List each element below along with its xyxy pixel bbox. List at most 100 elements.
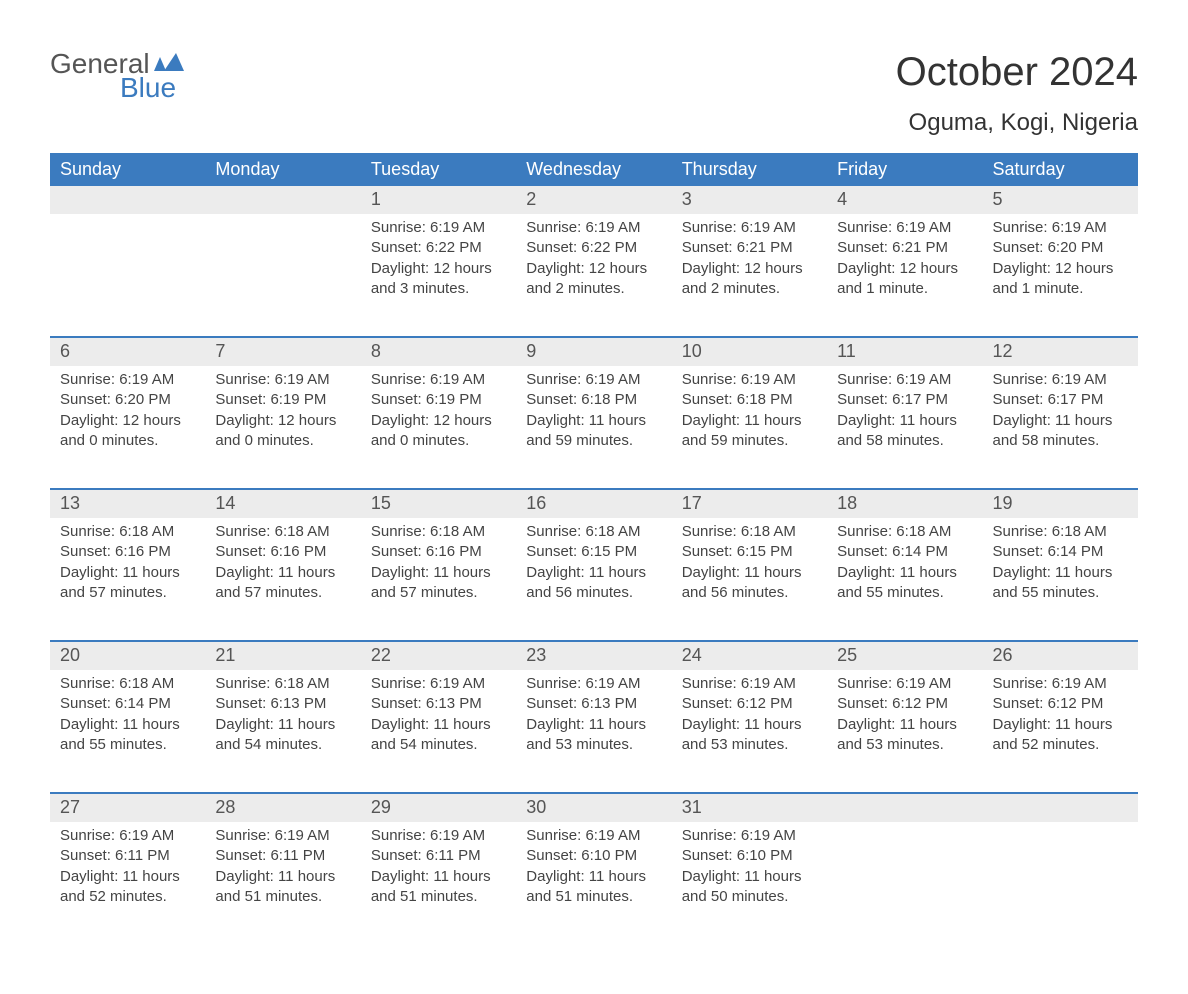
day-number: 27	[50, 794, 205, 822]
day-details: Sunrise: 6:19 AMSunset: 6:13 PMDaylight:…	[361, 670, 516, 792]
day-details	[50, 214, 205, 336]
day-details: Sunrise: 6:19 AMSunset: 6:19 PMDaylight:…	[205, 366, 360, 488]
week-body-row: Sunrise: 6:19 AMSunset: 6:20 PMDaylight:…	[50, 366, 1138, 489]
sunset-line: Sunset: 6:10 PM	[526, 846, 661, 866]
day-cell-number: 16	[516, 489, 671, 518]
day-cell-number: 10	[672, 337, 827, 366]
sunrise-line: Sunrise: 6:19 AM	[837, 218, 972, 238]
week-daynum-row: 2728293031	[50, 793, 1138, 822]
week-body-row: Sunrise: 6:18 AMSunset: 6:14 PM Daylight:…	[50, 670, 1138, 793]
day-cell-number: 3	[672, 186, 827, 214]
daylight-line: Daylight: 11 hours and 53 minutes.	[837, 715, 972, 756]
sunset-line: Sunset: 6:11 PM	[371, 846, 506, 866]
week-daynum-row: 13141516171819	[50, 489, 1138, 518]
day-number: 8	[361, 338, 516, 366]
daylight-line: Daylight: 12 hours and 1 minute.	[993, 259, 1128, 300]
day-details	[827, 822, 982, 944]
day-number: 31	[672, 794, 827, 822]
day-cell-number: 9	[516, 337, 671, 366]
day-number	[205, 186, 360, 214]
day-cell-body: Sunrise: 6:19 AMSunset: 6:20 PMDaylight:…	[50, 366, 205, 489]
sunrise-line: Sunrise: 6:18 AM	[526, 522, 661, 542]
day-details: Sunrise: 6:19 AMSunset: 6:12 PMDaylight:…	[672, 670, 827, 792]
dow-tuesday: Tuesday	[361, 153, 516, 186]
day-details: Sunrise: 6:19 AMSunset: 6:22 PMDaylight:…	[361, 214, 516, 336]
sunrise-line: Sunrise: 6:18 AM	[215, 522, 350, 542]
dow-sunday: Sunday	[50, 153, 205, 186]
day-number: 18	[827, 490, 982, 518]
day-details: Sunrise: 6:19 AMSunset: 6:18 PMDaylight:…	[516, 366, 671, 488]
day-details: Sunrise: 6:19 AMSunset: 6:17 PMDaylight:…	[983, 366, 1138, 488]
day-cell-body: Sunrise: 6:19 AMSunset: 6:19 PMDaylight:…	[205, 366, 360, 489]
day-details	[205, 214, 360, 336]
sunset-line: Sunset: 6:13 PM	[215, 694, 350, 714]
day-number: 30	[516, 794, 671, 822]
day-cell-number: 30	[516, 793, 671, 822]
day-cell-body: Sunrise: 6:19 AMSunset: 6:22 PMDaylight:…	[361, 214, 516, 337]
sunset-line: Sunset: 6:11 PM	[215, 846, 350, 866]
sunset-line: Sunset: 6:14 PM	[60, 694, 195, 714]
day-details: Sunrise: 6:19 AMSunset: 6:12 PMDaylight:…	[983, 670, 1138, 792]
dow-wednesday: Wednesday	[516, 153, 671, 186]
sunrise-line: Sunrise: 6:19 AM	[682, 826, 817, 846]
day-details: Sunrise: 6:19 AMSunset: 6:21 PMDaylight:…	[827, 214, 982, 336]
day-number: 11	[827, 338, 982, 366]
day-cell-number: 22	[361, 641, 516, 670]
day-cell-body	[205, 214, 360, 337]
day-cell-body: Sunrise: 6:18 AMSunset: 6:13 PMDaylight:…	[205, 670, 360, 793]
day-cell-number: 28	[205, 793, 360, 822]
daylight-line: Daylight: 11 hours and 58 minutes.	[837, 411, 972, 452]
sunrise-line: Sunrise: 6:19 AM	[371, 218, 506, 238]
week-daynum-row: 6789101112	[50, 337, 1138, 366]
sunset-line: Sunset: 6:17 PM	[837, 390, 972, 410]
day-cell-number: 8	[361, 337, 516, 366]
day-details: Sunrise: 6:18 AMSunset: 6:14 PMDaylight:…	[827, 518, 982, 640]
day-cell-number: 24	[672, 641, 827, 670]
dow-saturday: Saturday	[983, 153, 1138, 186]
sunrise-line: Sunrise: 6:19 AM	[993, 218, 1128, 238]
sunrise-line: Sunrise: 6:19 AM	[60, 370, 195, 390]
sunrise-line: Sunrise: 6:19 AM	[371, 826, 506, 846]
day-details: Sunrise: 6:18 AMSunset: 6:14 PMDaylight:…	[983, 518, 1138, 640]
sunrise-line: Sunrise: 6:19 AM	[60, 826, 195, 846]
sunset-line: Sunset: 6:22 PM	[526, 238, 661, 258]
day-cell-body: Sunrise: 6:19 AMSunset: 6:11 PMDaylight:…	[361, 822, 516, 944]
day-cell-number: 23	[516, 641, 671, 670]
day-cell-number	[827, 793, 982, 822]
day-number: 14	[205, 490, 360, 518]
sunset-line: Sunset: 6:16 PM	[215, 542, 350, 562]
day-cell-body: Sunrise: 6:18 AMSunset: 6:16 PMDaylight:…	[361, 518, 516, 641]
day-cell-body: Sunrise: 6:18 AMSunset: 6:16 PMDaylight:…	[50, 518, 205, 641]
daylight-line: Daylight: 11 hours and 56 minutes.	[526, 563, 661, 604]
day-details: Sunrise: 6:19 AMSunset: 6:12 PMDaylight:…	[827, 670, 982, 792]
day-details: Sunrise: 6:18 AMSunset: 6:16 PMDaylight:…	[50, 518, 205, 640]
day-cell-body: Sunrise: 6:18 AMSunset: 6:15 PMDaylight:…	[516, 518, 671, 641]
sunset-line: Sunset: 6:12 PM	[993, 694, 1128, 714]
day-number: 29	[361, 794, 516, 822]
sunrise-line: Sunrise: 6:18 AM	[371, 522, 506, 542]
sunrise-line: Sunrise: 6:18 AM	[60, 674, 195, 694]
day-number: 12	[983, 338, 1138, 366]
dow-monday: Monday	[205, 153, 360, 186]
day-cell-body: Sunrise: 6:19 AMSunset: 6:11 PMDaylight:…	[50, 822, 205, 944]
daylight-line: Daylight: 11 hours and 53 minutes.	[526, 715, 661, 756]
day-number: 28	[205, 794, 360, 822]
header: General Blue October 2024 Oguma, Kogi, N…	[50, 50, 1138, 143]
day-cell-number: 27	[50, 793, 205, 822]
day-cell-body: Sunrise: 6:19 AMSunset: 6:21 PMDaylight:…	[827, 214, 982, 337]
daylight-line: Daylight: 11 hours and 58 minutes.	[993, 411, 1128, 452]
day-cell-body: Sunrise: 6:19 AMSunset: 6:22 PMDaylight:…	[516, 214, 671, 337]
day-number: 9	[516, 338, 671, 366]
day-number: 21	[205, 642, 360, 670]
day-cell-number	[50, 186, 205, 214]
sunset-line: Sunset: 6:18 PM	[682, 390, 817, 410]
day-details: Sunrise: 6:19 AMSunset: 6:22 PMDaylight:…	[516, 214, 671, 336]
daylight-line: Daylight: 11 hours and 55 minutes.	[837, 563, 972, 604]
day-details: Sunrise: 6:19 AMSunset: 6:20 PMDaylight:…	[50, 366, 205, 488]
day-number: 24	[672, 642, 827, 670]
daylight-line: Daylight: 12 hours and 0 minutes.	[215, 411, 350, 452]
sunset-line: Sunset: 6:10 PM	[682, 846, 817, 866]
sunset-line: Sunset: 6:18 PM	[526, 390, 661, 410]
week-daynum-row: 12345	[50, 186, 1138, 214]
day-cell-body: Sunrise: 6:19 AMSunset: 6:17 PMDaylight:…	[827, 366, 982, 489]
